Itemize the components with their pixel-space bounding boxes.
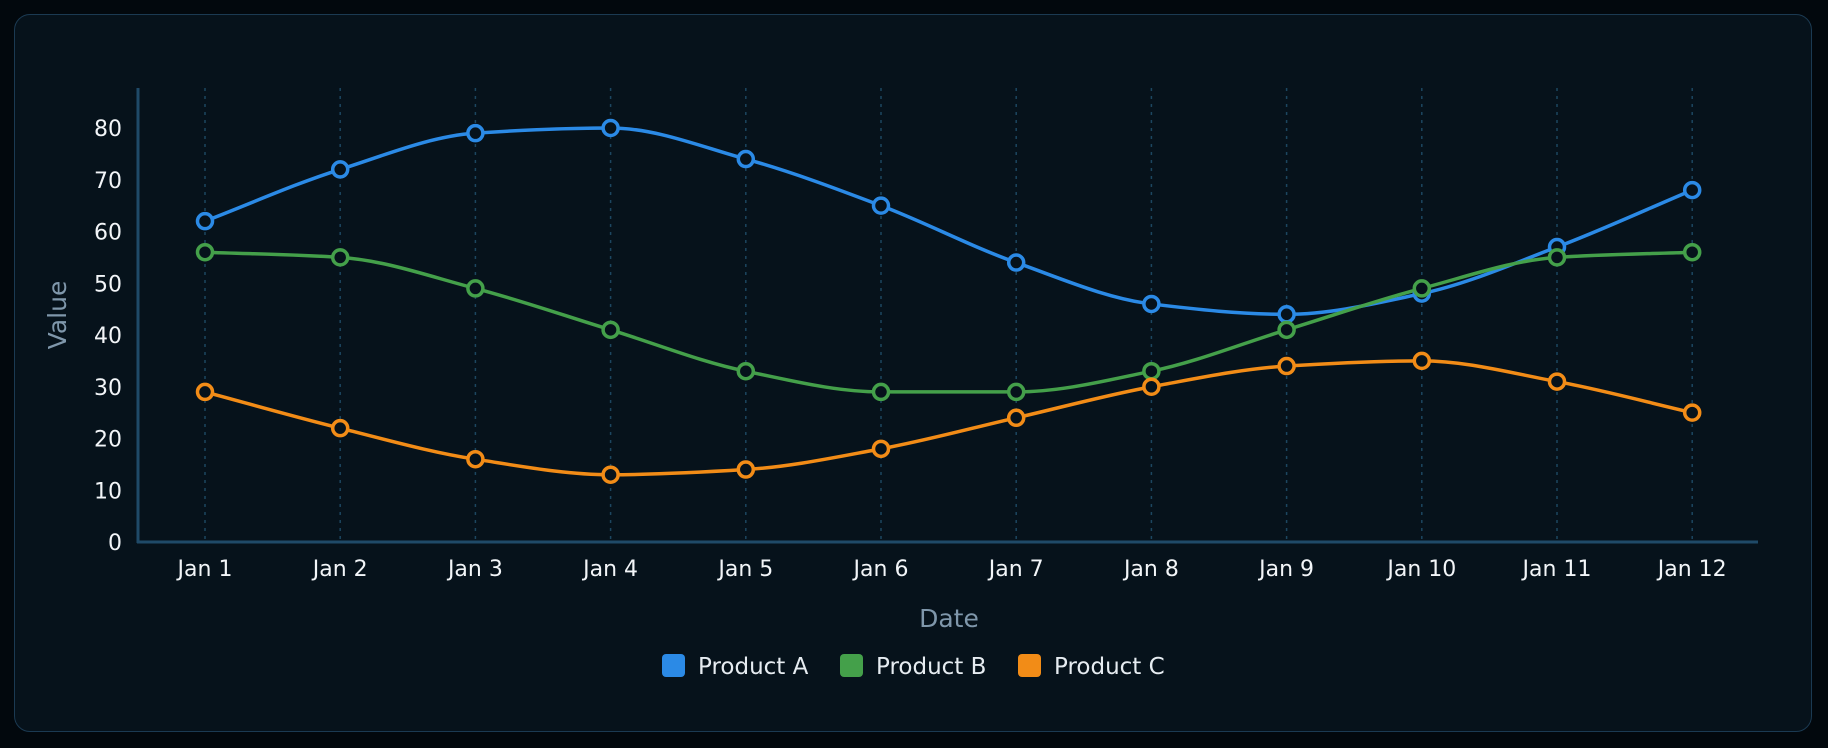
y-axis-title: Value — [43, 281, 72, 350]
x-tick-labels: Jan 1 Jan 2 Jan 3 Jan 4 Jan 5 Jan 6 Jan 7 Jan 8… — [176, 557, 1727, 582]
legend-label: Product C — [1054, 654, 1165, 680]
data-point[interactable] — [330, 418, 350, 438]
x-tick-label: Jan 6 — [852, 557, 909, 582]
x-tick-label: Jan 4 — [581, 557, 638, 582]
x-tick-label: Jan 3 — [446, 557, 503, 582]
y-tick-label: 0 — [108, 531, 122, 556]
y-tick-label: 60 — [94, 221, 122, 246]
legend-item[interactable]: Product A — [662, 654, 809, 680]
data-point[interactable] — [1412, 351, 1432, 371]
data-point[interactable] — [1547, 248, 1567, 267]
data-point[interactable] — [601, 118, 620, 138]
legend-label: Product B — [876, 654, 986, 680]
data-point[interactable] — [1682, 403, 1702, 422]
data-point[interactable] — [871, 196, 891, 215]
y-tick-label: 30 — [94, 376, 122, 401]
legend-item[interactable]: Product B — [840, 654, 986, 680]
y-tick-label: 40 — [94, 324, 122, 349]
x-tick-label: Jan 2 — [311, 557, 368, 582]
y-tick-label: 70 — [94, 169, 122, 194]
data-point[interactable] — [601, 320, 620, 340]
x-tick-label: Jan 11 — [1521, 557, 1592, 582]
data-point[interactable] — [871, 382, 891, 402]
series-line-product-c — [203, 359, 1694, 477]
data-point[interactable] — [466, 279, 485, 298]
data-point[interactable] — [1412, 279, 1432, 298]
data-point[interactable] — [1277, 320, 1296, 340]
data-point[interactable] — [195, 211, 215, 231]
grid-lines — [204, 88, 1693, 542]
legend-swatch — [1018, 654, 1041, 677]
series-line-product-a — [203, 126, 1694, 317]
data-point[interactable] — [736, 149, 756, 169]
x-tick-label: Jan 8 — [1122, 557, 1179, 582]
x-tick-label: Jan 9 — [1257, 557, 1314, 582]
data-point[interactable] — [195, 242, 215, 262]
y-tick-labels: 0 10 20 30 40 50 60 70 80 — [94, 117, 122, 556]
data-point[interactable] — [736, 361, 756, 381]
data-point[interactable] — [1006, 408, 1026, 428]
data-point[interactable] — [1006, 382, 1026, 402]
x-tick-label: Jan 12 — [1656, 557, 1727, 582]
data-point[interactable] — [1682, 180, 1702, 200]
legend-label: Product A — [698, 654, 809, 680]
data-point[interactable] — [736, 460, 756, 479]
data-point[interactable] — [1682, 242, 1702, 262]
data-point[interactable] — [330, 160, 350, 179]
legend-swatch — [840, 654, 863, 677]
y-tick-label: 80 — [94, 117, 122, 142]
legend: Product A Product B Product C — [662, 654, 1165, 680]
x-tick-label: Jan 1 — [176, 557, 233, 582]
data-point[interactable] — [330, 248, 350, 267]
data-point[interactable] — [601, 465, 620, 484]
x-tick-label: Jan 7 — [987, 557, 1044, 582]
data-point[interactable] — [1142, 377, 1161, 396]
x-tick-label: Jan 5 — [716, 557, 773, 582]
series-group — [195, 118, 1702, 484]
y-tick-label: 10 — [94, 479, 122, 504]
data-point[interactable] — [1142, 361, 1161, 381]
data-point[interactable] — [1277, 356, 1296, 376]
y-tick-label: 20 — [94, 428, 122, 453]
data-point[interactable] — [195, 382, 215, 402]
x-axis-title: Date — [919, 604, 979, 633]
series-line-product-b — [203, 250, 1694, 394]
legend-swatch — [662, 654, 685, 677]
data-point[interactable] — [1142, 294, 1161, 314]
legend-item[interactable]: Product C — [1018, 654, 1165, 680]
data-point[interactable] — [466, 123, 485, 143]
y-tick-label: 50 — [94, 272, 122, 297]
data-point[interactable] — [1006, 253, 1026, 272]
data-point[interactable] — [466, 449, 485, 469]
x-tick-label: Jan 10 — [1385, 557, 1456, 582]
data-point[interactable] — [1277, 305, 1296, 324]
data-point[interactable] — [1547, 372, 1567, 391]
data-point[interactable] — [871, 439, 891, 459]
axes — [136, 88, 1758, 544]
